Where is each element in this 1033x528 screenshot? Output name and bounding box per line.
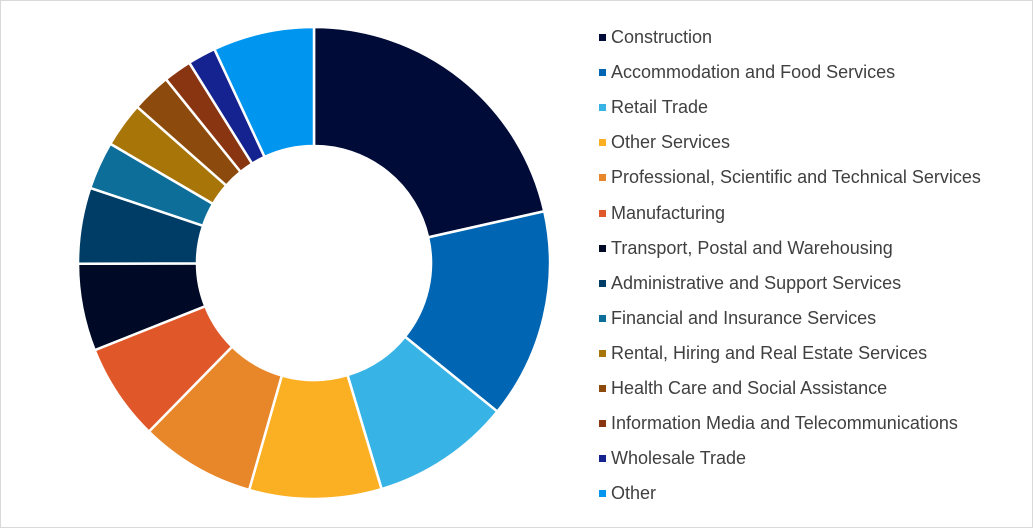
legend-swatch <box>599 384 606 392</box>
legend-label: Transport, Postal and Warehousing <box>611 237 893 258</box>
legend-swatch <box>599 104 606 112</box>
legend-label: Wholesale Trade <box>611 448 747 469</box>
legend-item: Information Media and Telecommunications <box>599 406 981 441</box>
legend-label: Health Care and Social Assistance <box>611 377 888 398</box>
legend-label: Other <box>611 483 657 504</box>
donut-slice-14 <box>212 25 316 159</box>
legend-label: Financial and Insurance Services <box>611 307 877 328</box>
legend-swatch <box>599 34 606 42</box>
legend-label: Professional, Scientific and Technical S… <box>611 167 981 188</box>
legend-item: Administrative and Support Services <box>599 266 981 301</box>
donut-slice-1 <box>312 25 546 239</box>
legend-swatch <box>599 279 606 287</box>
legend-label: Other Services <box>611 132 731 153</box>
legend-swatch <box>599 455 606 463</box>
legend-label: Accommodation and Food Services <box>611 62 896 83</box>
legend-label: Retail Trade <box>611 97 709 118</box>
legend-item: Manufacturing <box>599 195 981 230</box>
legend-label: Administrative and Support Services <box>611 272 902 293</box>
legend-item: Transport, Postal and Warehousing <box>599 231 981 266</box>
legend-label: Rental, Hiring and Real Estate Services <box>611 342 928 363</box>
legend-swatch <box>599 420 606 428</box>
legend-item: Construction <box>599 20 981 55</box>
legend-item: Health Care and Social Assistance <box>599 371 981 406</box>
legend-swatch <box>599 174 606 182</box>
donut-slice-2 <box>403 209 552 414</box>
chart-legend: Construction Accommodation and Food Servi… <box>599 20 981 511</box>
donut-chart <box>76 25 552 501</box>
legend-label: Manufacturing <box>611 202 726 223</box>
legend-swatch <box>599 349 606 357</box>
legend-item: Wholesale Trade <box>599 441 981 476</box>
legend-label: Construction <box>611 27 713 48</box>
legend-item: Financial and Insurance Services <box>599 301 981 336</box>
legend-swatch <box>599 244 606 252</box>
legend-item: Other Services <box>599 125 981 160</box>
legend-swatch <box>599 139 606 147</box>
legend-item: Rental, Hiring and Real Estate Services <box>599 336 981 371</box>
legend-swatch <box>599 314 606 322</box>
legend-item: Professional, Scientific and Technical S… <box>599 160 981 195</box>
legend-swatch <box>599 209 606 217</box>
legend-item: Accommodation and Food Services <box>599 55 981 90</box>
legend-label: Information Media and Telecommunications <box>611 413 958 434</box>
legend-swatch <box>599 69 606 77</box>
legend-item: Retail Trade <box>599 90 981 125</box>
legend-swatch <box>599 490 606 498</box>
legend-item: Other <box>599 476 981 511</box>
